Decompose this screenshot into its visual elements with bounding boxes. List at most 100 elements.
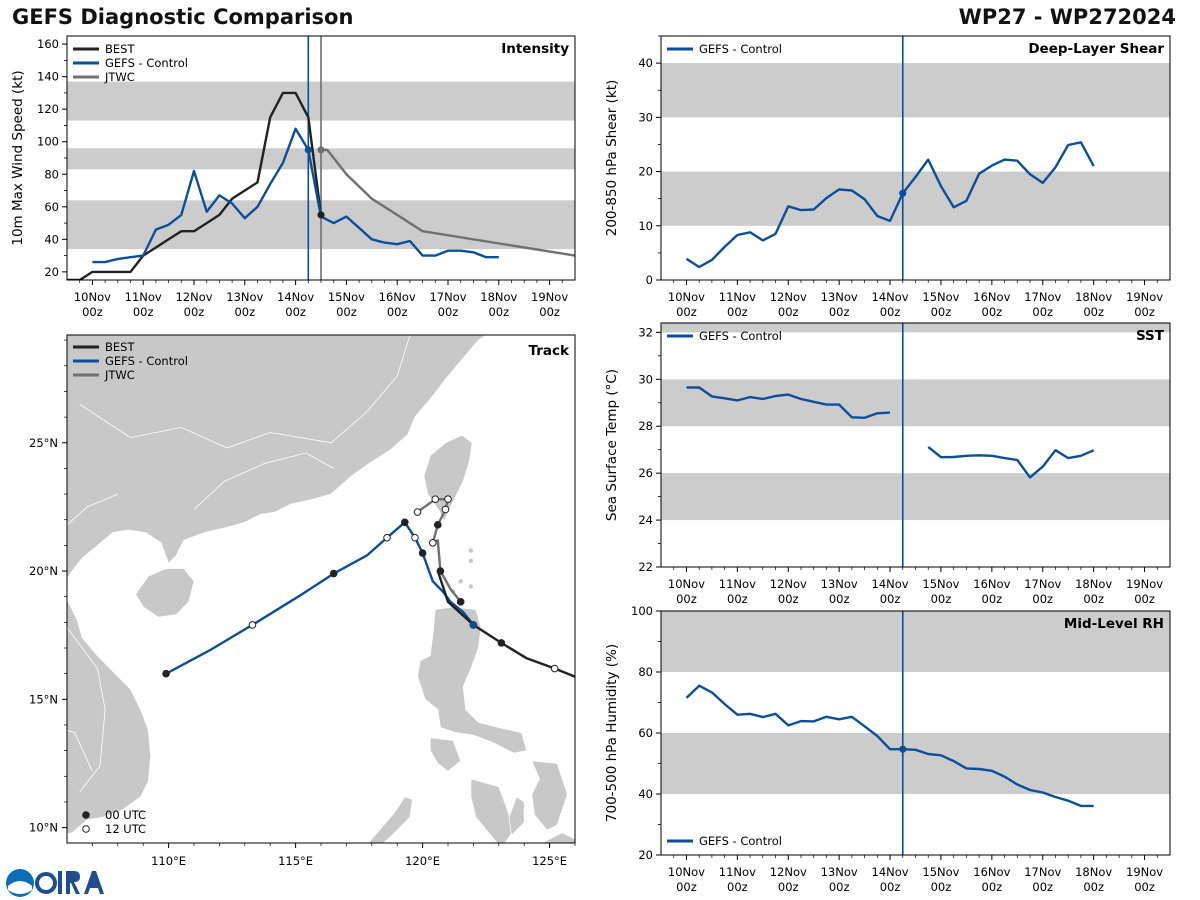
shear-xtick-label-day: 15Nov <box>922 290 959 304</box>
track-legend-label-best: BEST <box>105 340 135 354</box>
rh-marker-gefs-control <box>899 745 907 753</box>
intensity-xtick-label-hour: 00z <box>234 305 255 319</box>
intensity-xtick-label-hour: 00z <box>488 305 509 319</box>
shear-ytick-label: 30 <box>638 110 653 124</box>
sst-xtick-label-hour: 00z <box>676 592 697 606</box>
rh-xtick-label-hour: 00z <box>982 880 1003 894</box>
intensity-legend-label-gefs-control: GEFS - Control <box>105 56 188 70</box>
intensity-xtick-label-hour: 00z <box>184 305 205 319</box>
sst-xtick-label-hour: 00z <box>1032 592 1053 606</box>
rh-xtick-label-day: 10Nov <box>668 865 705 879</box>
sst-title: SST <box>1136 328 1165 344</box>
land-islet <box>468 548 474 553</box>
intensity-series-jtwc <box>321 148 575 257</box>
track-point-gefs-control-12utc <box>383 533 391 542</box>
shear-band-1 <box>661 63 1170 118</box>
intensity-xtick-label-hour: 00z <box>336 305 357 319</box>
rh-xtick-label-day: 15Nov <box>922 865 959 879</box>
intensity-xtick-label-hour: 00z <box>285 305 306 319</box>
rh-xtick-label-hour: 00z <box>1083 880 1104 894</box>
intensity-xtick-label-day: 12Nov <box>175 290 212 304</box>
intensity-ytick-label: 160 <box>37 37 59 51</box>
sst-xtick-label-day: 14Nov <box>872 577 909 591</box>
sst-xtick-label-day: 13Nov <box>821 577 858 591</box>
rh-xtick-label-hour: 00z <box>829 880 850 894</box>
rh-legend-label-gefs-control: GEFS - Control <box>699 834 782 848</box>
shear-xtick-label-hour: 00z <box>931 305 952 319</box>
sst-ytick-label: 28 <box>638 419 653 433</box>
track-point-jtwc-00utc <box>436 567 445 575</box>
sst-xtick-label-hour: 00z <box>880 592 901 606</box>
sst-frame <box>660 322 1171 568</box>
land-hainan <box>135 568 195 618</box>
track-xtick-label: 115°E <box>278 854 313 868</box>
rh-ytick-label: 20 <box>638 848 653 862</box>
track-point-jtwc-12utc <box>428 539 437 547</box>
shear-ytick-label: 0 <box>646 273 653 287</box>
rh-xtick-label-day: 18Nov <box>1075 865 1112 879</box>
rh-xtick-label-hour: 00z <box>727 880 748 894</box>
shear-xtick-label-hour: 00z <box>982 305 1003 319</box>
track-legend-label-jtwc: JTWC <box>104 368 135 382</box>
intensity-marker-jtwc <box>317 146 325 154</box>
intensity-ytick-label: 20 <box>44 265 59 279</box>
rh-band-1 <box>661 611 1170 672</box>
intensity-panel: 2040608010012014016010Nov00z11Nov00z12No… <box>10 35 576 319</box>
intensity-series-best <box>67 91 323 280</box>
track-point-jtwc-12utc <box>413 508 422 516</box>
shear-ylabel: 200-850 hPa Shear (kt) <box>604 80 620 237</box>
track-panel: 110°E 115°E 120°E 125°E 10°N 15°N 20°N 25°N Trac… <box>29 334 576 868</box>
sst-xtick-label-hour: 00z <box>829 592 850 606</box>
shear-xtick-label-day: 13Nov <box>821 290 858 304</box>
sst-xtick-label-day: 10Nov <box>668 577 705 591</box>
land-samar <box>531 760 568 831</box>
shear-xtick-label-hour: 00z <box>1032 305 1053 319</box>
rh-xtick-label-day: 14Nov <box>872 865 909 879</box>
rh-series-gefs-control <box>685 684 1094 808</box>
sst-xtick-label-day: 11Nov <box>719 577 756 591</box>
land-islet <box>468 584 474 589</box>
shear-xtick-label-day: 16Nov <box>973 290 1010 304</box>
intensity-xtick-label-hour: 00z <box>387 305 408 319</box>
sst-ylabel: Sea Surface Temp (°C) <box>604 369 620 521</box>
rh-ytick-label: 40 <box>638 787 653 801</box>
country-border <box>67 627 106 792</box>
track-marker-legend-label: 12 UTC <box>105 822 146 836</box>
sst-ytick-label: 32 <box>638 325 653 339</box>
rh-ylabel: 700-500 hPa Humidity (%) <box>604 644 620 822</box>
sst-xtick-label-day: 17Nov <box>1024 577 1061 591</box>
intensity-xtick-label-hour: 00z <box>133 305 154 319</box>
rh-title: Mid-Level RH <box>1064 616 1164 632</box>
sst-xtick-label-day: 19Nov <box>1126 577 1163 591</box>
intensity-xtick-label-day: 17Nov <box>429 290 466 304</box>
land-mindoro <box>429 737 462 772</box>
intensity-series-gefs-control <box>92 127 499 264</box>
track-point-jtwc-00utc <box>434 521 442 529</box>
track-marker-legend-label: 00 UTC <box>105 808 146 822</box>
rh-xtick-label-day: 13Nov <box>821 865 858 879</box>
intensity-xtick-label-day: 19Nov <box>531 290 568 304</box>
track-title: Track <box>529 343 570 359</box>
land-luzon <box>417 606 528 754</box>
rh-xtick-label-hour: 00z <box>778 880 799 894</box>
sst-xtick-label-hour: 00z <box>778 592 799 606</box>
sst-xtick-label-day: 12Nov <box>770 577 807 591</box>
sst-xtick-label-hour: 00z <box>982 592 1003 606</box>
track-ytick-label: 20°N <box>29 564 58 578</box>
rh-xtick-label-day: 19Nov <box>1126 865 1163 879</box>
rh-xtick-label-day: 16Nov <box>973 865 1010 879</box>
intensity-xtick-label-day: 16Nov <box>379 290 416 304</box>
track-marker-legend-12 <box>82 825 90 833</box>
shear-xtick-label-day: 18Nov <box>1075 290 1112 304</box>
storm-id-label: WP27 - WP272024 <box>958 5 1176 29</box>
intensity-title: Intensity <box>501 41 569 57</box>
intensity-ytick-label: 80 <box>44 167 59 181</box>
track-legend-label-gefs-control: GEFS - Control <box>105 354 188 368</box>
sst-ytick-label: 26 <box>638 466 653 480</box>
rh-xtick-label-hour: 00z <box>880 880 901 894</box>
intensity-legend-label-jtwc: JTWC <box>104 70 135 84</box>
land-islet <box>458 579 463 584</box>
cira-logo <box>6 869 104 897</box>
shear-legend-label-gefs-control: GEFS - Control <box>699 42 782 56</box>
country-border <box>67 729 93 772</box>
